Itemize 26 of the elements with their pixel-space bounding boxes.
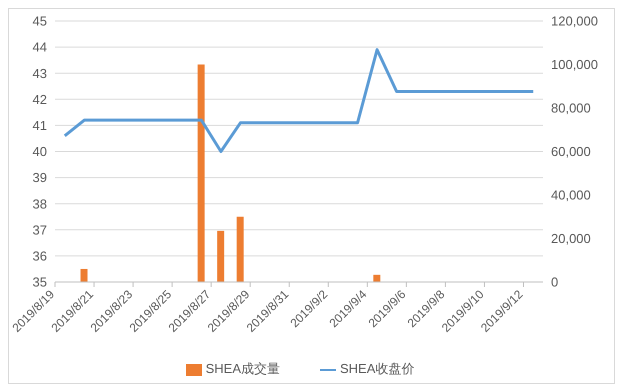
line-series <box>63 48 535 153</box>
y2-tick-label: 80,000 <box>551 100 591 116</box>
y2-tick-label: 20,000 <box>551 231 591 246</box>
y-tick-label: 42 <box>32 92 47 107</box>
y2-tick-label: 60,000 <box>551 144 591 160</box>
y-tick-label: 35 <box>32 274 47 290</box>
y-tick-label: 41 <box>32 118 47 134</box>
y-tick-label: 43 <box>32 66 47 81</box>
y2-tick-label: 40,000 <box>551 188 591 203</box>
bar <box>373 274 380 282</box>
y2-tick-label: 100,000 <box>551 57 598 72</box>
y-tick-label: 44 <box>32 40 47 55</box>
y2-tick-label: 0 <box>551 274 558 290</box>
y-tick-label: 37 <box>32 222 47 238</box>
legend-label: SHEA成交量 <box>206 361 280 376</box>
y-tick-label: 45 <box>32 14 47 29</box>
bar <box>80 268 88 282</box>
bar <box>236 216 244 282</box>
bar <box>198 64 205 282</box>
legend-label: SHEA收盘价 <box>340 361 414 376</box>
y-tick-label: 36 <box>32 248 47 264</box>
y-tick-label: 38 <box>32 196 47 212</box>
y-tick-label: 40 <box>32 144 47 160</box>
bar <box>217 230 224 282</box>
y2-tick-label: 120,000 <box>551 14 598 29</box>
y-tick-label: 39 <box>32 170 47 186</box>
